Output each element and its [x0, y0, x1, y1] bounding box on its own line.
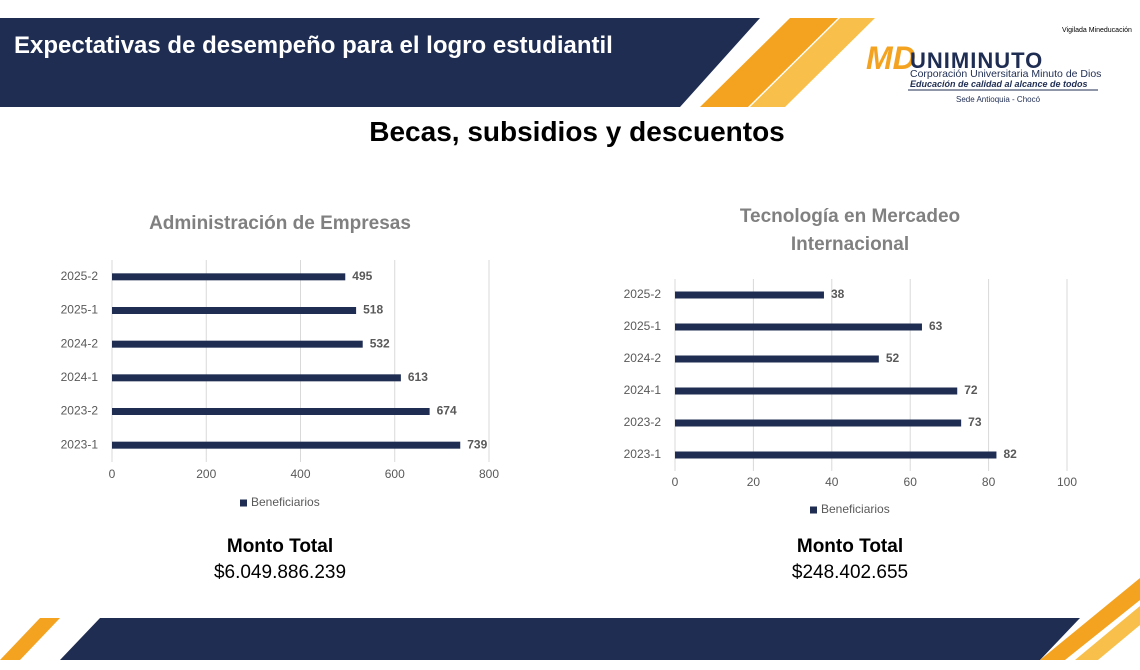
data-label: 38 — [831, 287, 845, 301]
header-band — [0, 18, 760, 107]
bar — [675, 291, 824, 299]
bar — [675, 355, 879, 363]
chart-title: Tecnología en Mercadeo Internacional — [739, 206, 961, 255]
y-tick-label: 2025-1 — [61, 303, 99, 317]
logo-vigilada: Vigilada Mineducación — [1062, 27, 1132, 34]
bar — [675, 323, 922, 331]
total-label: Monto Total — [796, 536, 904, 557]
x-tick-label: 600 — [385, 467, 405, 481]
y-tick-label: 2023-1 — [61, 437, 99, 451]
total-value: $248.402.655 — [791, 562, 909, 583]
data-label: 63 — [929, 319, 943, 333]
legend-label: Beneficiarios — [821, 502, 890, 516]
bar — [112, 273, 346, 281]
data-label: 674 — [437, 404, 457, 418]
header-stripe — [750, 18, 875, 107]
y-tick-label: 2023-2 — [624, 415, 662, 429]
x-tick-label: 0 — [109, 467, 116, 481]
bar — [112, 307, 357, 314]
y-tick-label: 2023-1 — [624, 447, 662, 461]
y-tick-label: 2025-2 — [624, 287, 662, 301]
data-label: 532 — [370, 336, 390, 350]
logo-motto: Educación de calidad al alcance de todos — [910, 79, 1088, 89]
bar — [112, 340, 363, 348]
logo-sede: Sede Antioquia - Chocó — [956, 95, 1041, 104]
data-label: 518 — [363, 303, 383, 317]
bar — [112, 374, 401, 382]
footer-band — [60, 618, 1080, 660]
bar — [112, 408, 430, 415]
footer-stripe — [1075, 606, 1140, 660]
data-label: 52 — [886, 351, 900, 365]
y-tick-label: 2024-2 — [624, 351, 662, 365]
bar — [675, 387, 958, 395]
header-stripe — [700, 18, 838, 107]
footer-stripe — [1040, 578, 1140, 660]
legend-swatch — [810, 506, 817, 514]
y-tick-label: 2024-1 — [61, 370, 99, 384]
total-value: $6.049.886.239 — [213, 562, 347, 583]
x-tick-label: 20 — [747, 475, 761, 489]
data-label: 82 — [1003, 447, 1017, 461]
legend-swatch — [240, 499, 247, 507]
data-label: 613 — [408, 370, 428, 384]
bar — [112, 441, 461, 449]
data-label: 495 — [352, 269, 372, 283]
slide-heading: Becas, subsidios y descuentos — [369, 116, 785, 147]
y-tick-label: 2024-1 — [624, 383, 662, 397]
y-tick-label: 2023-2 — [61, 404, 99, 418]
logo-name: UNIMINUTO — [910, 48, 1044, 73]
data-label: 739 — [467, 437, 487, 451]
logo-icon: MD — [866, 40, 916, 76]
x-tick-label: 0 — [672, 475, 679, 489]
logo-institution: Corporación Universitaria Minuto de Dios — [910, 68, 1102, 80]
x-tick-label: 100 — [1057, 475, 1077, 489]
x-tick-label: 60 — [904, 475, 918, 489]
total-label: Monto Total — [226, 536, 334, 557]
x-tick-label: 800 — [479, 467, 499, 481]
y-tick-label: 2024-2 — [61, 336, 99, 350]
data-label: 72 — [964, 383, 978, 397]
legend-label: Beneficiarios — [251, 495, 320, 509]
x-tick-label: 80 — [982, 475, 996, 489]
x-tick-label: 40 — [825, 475, 839, 489]
bar — [675, 419, 962, 427]
header-title: Expectativas de desempeño para el logro … — [14, 32, 613, 59]
chart-title: Administración de Empresas — [149, 213, 411, 234]
data-label: 73 — [968, 415, 982, 429]
x-tick-label: 200 — [196, 467, 216, 481]
y-tick-label: 2025-2 — [61, 269, 99, 283]
y-tick-label: 2025-1 — [624, 319, 662, 333]
bar — [675, 451, 997, 459]
x-tick-label: 400 — [290, 467, 310, 481]
footer-stripe — [0, 618, 60, 660]
